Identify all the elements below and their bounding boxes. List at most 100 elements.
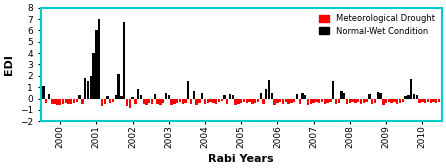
Bar xyxy=(340,91,343,98)
Bar xyxy=(335,98,337,104)
Bar xyxy=(399,98,401,103)
Bar xyxy=(134,98,136,104)
Bar xyxy=(54,98,56,104)
Bar xyxy=(157,98,159,104)
Bar xyxy=(78,95,81,98)
Bar xyxy=(84,78,87,98)
Bar xyxy=(101,98,103,107)
Bar xyxy=(62,98,64,104)
Bar xyxy=(87,81,89,98)
Bar xyxy=(162,98,165,103)
Bar xyxy=(424,98,426,103)
Bar xyxy=(123,23,125,98)
Bar xyxy=(198,98,201,103)
Bar xyxy=(349,98,351,103)
Bar xyxy=(246,98,248,103)
Bar xyxy=(380,93,382,98)
Bar xyxy=(235,98,237,105)
Bar xyxy=(354,98,357,103)
Bar xyxy=(190,98,192,104)
Bar xyxy=(329,98,331,102)
Bar xyxy=(120,96,123,98)
Bar xyxy=(382,98,384,105)
Bar xyxy=(237,98,240,104)
Bar xyxy=(290,98,293,103)
Bar xyxy=(98,19,100,98)
Bar xyxy=(271,93,273,98)
Bar xyxy=(209,98,212,102)
Bar xyxy=(137,89,139,98)
Bar xyxy=(376,92,379,98)
Bar xyxy=(368,94,371,98)
Bar xyxy=(321,98,323,102)
Bar xyxy=(326,98,329,103)
Bar xyxy=(251,98,254,104)
Bar xyxy=(170,98,173,105)
Bar xyxy=(220,98,223,101)
Bar xyxy=(243,98,245,102)
Bar xyxy=(76,98,78,102)
Bar xyxy=(48,94,50,98)
Bar xyxy=(357,98,359,102)
Bar xyxy=(318,98,320,103)
Bar xyxy=(148,98,150,103)
Bar xyxy=(212,98,215,103)
Bar xyxy=(360,98,362,104)
Bar xyxy=(391,98,393,103)
Bar xyxy=(279,98,281,102)
Bar xyxy=(201,93,203,98)
Bar xyxy=(56,98,58,105)
Bar xyxy=(363,98,365,103)
Bar xyxy=(126,98,128,107)
Bar xyxy=(229,94,231,98)
Bar xyxy=(310,98,312,104)
Bar xyxy=(260,93,262,98)
Bar xyxy=(165,93,167,98)
Bar xyxy=(287,98,290,104)
Bar xyxy=(112,98,114,102)
Bar xyxy=(240,98,243,103)
Bar xyxy=(168,95,170,98)
Bar xyxy=(173,98,176,104)
Bar xyxy=(301,93,304,98)
Bar xyxy=(388,98,390,102)
Bar xyxy=(374,98,376,103)
Bar xyxy=(115,95,117,98)
Bar xyxy=(304,95,306,98)
Bar xyxy=(298,98,301,104)
Bar xyxy=(254,98,256,103)
Bar xyxy=(365,98,368,102)
Y-axis label: EDI: EDI xyxy=(4,54,14,75)
Bar xyxy=(429,98,432,103)
Bar xyxy=(396,98,398,104)
Bar xyxy=(193,91,195,98)
Bar xyxy=(385,98,387,103)
Bar xyxy=(145,98,148,105)
Bar xyxy=(273,98,276,105)
Bar xyxy=(324,98,326,104)
Bar xyxy=(332,81,334,98)
Bar xyxy=(282,98,284,104)
Bar xyxy=(226,98,228,104)
Bar xyxy=(435,98,438,103)
Bar xyxy=(103,98,106,104)
Bar xyxy=(351,98,354,102)
Bar xyxy=(293,98,295,102)
Bar xyxy=(106,96,109,98)
Bar xyxy=(187,81,190,98)
Bar xyxy=(346,98,348,104)
Bar xyxy=(315,98,318,102)
Bar xyxy=(132,97,134,98)
Bar xyxy=(215,98,217,104)
Bar xyxy=(432,98,435,102)
Bar xyxy=(296,94,298,98)
Bar xyxy=(195,98,198,105)
Bar xyxy=(154,94,156,98)
Bar xyxy=(179,98,181,102)
Bar xyxy=(265,89,268,98)
Bar xyxy=(45,98,47,103)
Bar xyxy=(231,95,234,98)
Bar xyxy=(109,98,112,103)
Bar xyxy=(343,93,346,98)
Bar xyxy=(151,98,153,104)
